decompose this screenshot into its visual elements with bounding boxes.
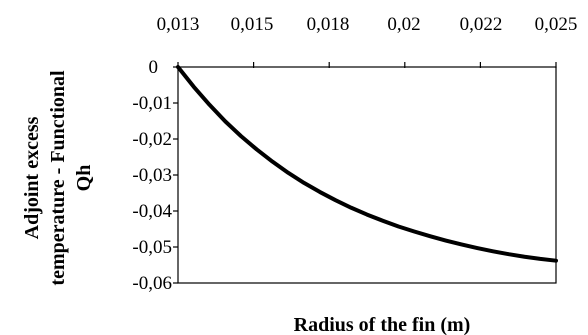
y-tick-label: -0,06 [132, 273, 172, 294]
x-tick-label: 0,02 [387, 14, 420, 35]
x-axis-title: Radius of the fin (m) [294, 314, 471, 335]
y-tick-label: -0,02 [132, 129, 172, 150]
y-tick-label: -0,03 [132, 165, 172, 186]
y-tick-label: -0,04 [132, 201, 172, 222]
y-tick-label: 0 [149, 57, 159, 78]
y-axis-title: Adjoint excess temperature - Functional … [21, 70, 95, 286]
x-tick-label: 0,025 [535, 14, 578, 35]
x-tick-label: 0,013 [157, 14, 200, 35]
x-tick-label: 0,015 [231, 14, 274, 35]
x-tick-label: 0,022 [460, 14, 503, 35]
series-line [176, 65, 558, 263]
y-tick-label: -0,05 [132, 237, 172, 258]
y-axis-title-line: Qh [73, 165, 95, 192]
series-layer [176, 65, 558, 263]
y-tick-label: -0,01 [132, 93, 172, 114]
tick-marks [173, 62, 557, 284]
x-tick-label: 0,018 [307, 14, 350, 35]
y-axis-title-line: Adjoint excess [21, 116, 43, 239]
y-axis-title-line: temperature - Functional [47, 70, 69, 286]
